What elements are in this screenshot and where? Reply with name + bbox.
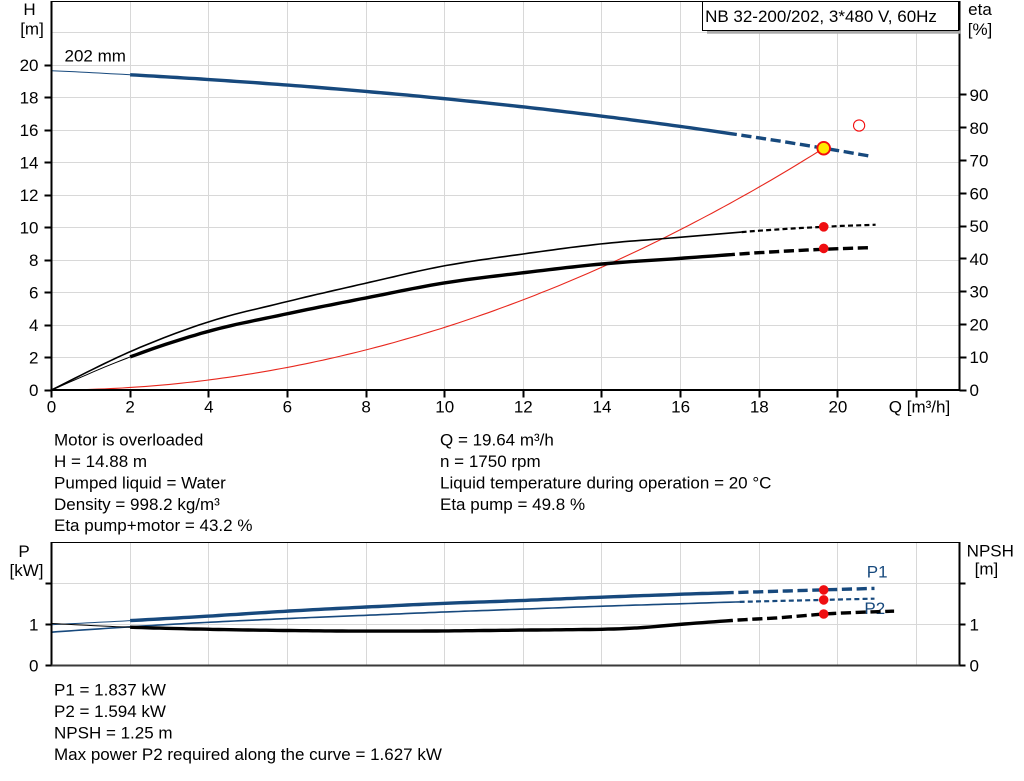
svg-text:NB 32-200/202, 3*480 V, 60Hz: NB 32-200/202, 3*480 V, 60Hz [705, 7, 937, 26]
svg-text:n = 1750 rpm: n = 1750 rpm [440, 452, 541, 471]
svg-text:0: 0 [970, 381, 979, 400]
svg-text:H = 14.88 m: H = 14.88 m [54, 452, 147, 471]
svg-text:[%]: [%] [968, 20, 993, 39]
svg-text:8: 8 [29, 251, 38, 270]
svg-text:4: 4 [29, 316, 38, 335]
svg-text:80: 80 [970, 119, 989, 138]
svg-text:14: 14 [593, 398, 612, 417]
svg-text:P2: P2 [864, 599, 885, 618]
svg-text:12: 12 [20, 186, 39, 205]
svg-text:P: P [18, 542, 29, 561]
svg-text:14: 14 [20, 154, 39, 173]
svg-text:10: 10 [970, 348, 989, 367]
svg-text:6: 6 [29, 284, 38, 303]
svg-text:18: 18 [750, 398, 769, 417]
svg-text:10: 10 [20, 219, 39, 238]
svg-text:16: 16 [20, 121, 39, 140]
svg-text:70: 70 [970, 152, 989, 171]
svg-text:1: 1 [970, 615, 979, 634]
svg-text:1: 1 [29, 615, 38, 634]
svg-text:2: 2 [125, 398, 134, 417]
svg-text:Q [m³/h]: Q [m³/h] [889, 398, 950, 417]
svg-text:Liquid temperature during oper: Liquid temperature during operation = 20… [440, 473, 771, 492]
svg-text:0: 0 [29, 657, 38, 676]
svg-text:0: 0 [47, 398, 56, 417]
svg-text:eta: eta [968, 0, 992, 19]
svg-text:P1 = 1.837 kW: P1 = 1.837 kW [54, 681, 166, 700]
svg-text:10: 10 [435, 398, 454, 417]
svg-text:50: 50 [970, 217, 989, 236]
svg-text:Pumped liquid = Water: Pumped liquid = Water [54, 473, 226, 492]
svg-text:20: 20 [20, 56, 39, 75]
svg-text:[kW]: [kW] [10, 561, 44, 580]
svg-text:NPSH: NPSH [967, 542, 1014, 561]
svg-text:Eta pump+motor = 43.2 %: Eta pump+motor = 43.2 % [54, 516, 252, 535]
svg-text:20: 20 [828, 398, 847, 417]
svg-text:40: 40 [970, 250, 989, 269]
svg-text:4: 4 [204, 398, 213, 417]
svg-text:202 mm: 202 mm [65, 47, 126, 66]
svg-text:Q = 19.64 m³/h: Q = 19.64 m³/h [440, 431, 554, 450]
svg-text:0: 0 [970, 657, 979, 676]
svg-text:[m]: [m] [20, 19, 44, 38]
svg-text:18: 18 [20, 89, 39, 108]
svg-text:6: 6 [283, 398, 292, 417]
svg-text:P1: P1 [867, 562, 888, 581]
svg-text:Max power P2 required along th: Max power P2 required along the curve = … [54, 745, 442, 764]
svg-text:60: 60 [970, 184, 989, 203]
svg-text:H: H [23, 0, 35, 19]
svg-text:20: 20 [970, 315, 989, 334]
svg-text:NPSH = 1.25 m: NPSH = 1.25 m [54, 724, 173, 743]
svg-text:P2 = 1.594 kW: P2 = 1.594 kW [54, 702, 166, 721]
svg-text:12: 12 [514, 398, 533, 417]
svg-text:Density = 998.2 kg/m³: Density = 998.2 kg/m³ [54, 495, 220, 514]
svg-text:Eta pump = 49.8 %: Eta pump = 49.8 % [440, 495, 585, 514]
svg-text:[m]: [m] [975, 560, 999, 579]
svg-text:16: 16 [671, 398, 690, 417]
svg-text:2: 2 [29, 349, 38, 368]
svg-text:8: 8 [361, 398, 370, 417]
svg-text:Motor is overloaded: Motor is overloaded [54, 431, 203, 450]
svg-text:30: 30 [970, 283, 989, 302]
svg-text:90: 90 [970, 86, 989, 105]
svg-text:0: 0 [29, 381, 38, 400]
